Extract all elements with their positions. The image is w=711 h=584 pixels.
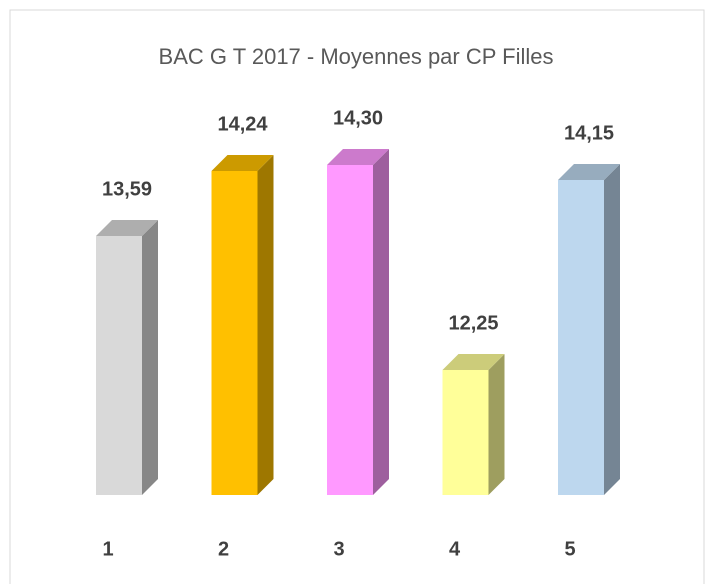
bar-top — [442, 354, 505, 370]
bar-side — [604, 164, 620, 495]
value-label: 14,15 — [564, 122, 614, 144]
bar-top — [211, 155, 274, 171]
bar — [96, 236, 142, 495]
bar-top — [96, 220, 158, 236]
bar — [327, 165, 373, 495]
bar-side — [373, 149, 389, 495]
x-tick-label: 5 — [564, 538, 575, 560]
bar — [211, 171, 258, 495]
chart-title: BAC G T 2017 - Moyennes par CP Filles — [159, 44, 554, 69]
bar-top — [327, 149, 389, 165]
value-label: 14,30 — [333, 107, 383, 129]
value-label: 13,59 — [102, 178, 152, 200]
x-tick-label: 2 — [218, 538, 229, 560]
value-label: 12,25 — [448, 312, 498, 334]
x-tick-label: 1 — [102, 538, 113, 560]
x-tick-label: 3 — [333, 538, 344, 560]
bar-side — [257, 155, 274, 495]
bar — [558, 180, 604, 495]
x-tick-label: 4 — [449, 538, 461, 560]
bar-top — [558, 164, 620, 180]
bar-side — [142, 220, 158, 495]
bar — [442, 370, 489, 495]
value-label: 14,24 — [217, 113, 268, 135]
bar-side — [488, 354, 505, 495]
